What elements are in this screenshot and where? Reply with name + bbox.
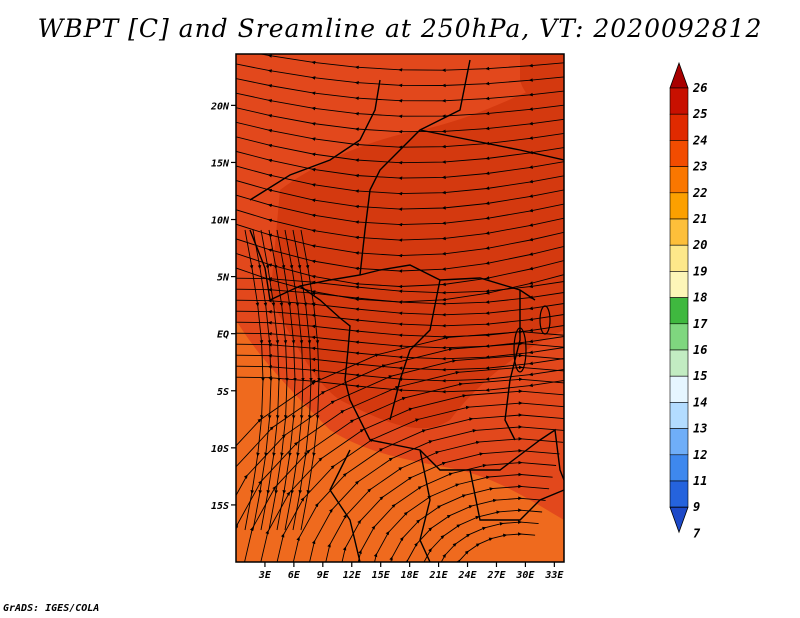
border-line xyxy=(504,290,521,441)
lat-label: 15S xyxy=(211,501,229,512)
colorbar-segment xyxy=(669,244,689,272)
colorbar-label: 14 xyxy=(693,395,707,409)
colorbar-segment xyxy=(669,480,689,508)
lat-label: EQ xyxy=(217,330,229,341)
lat-label: 15N xyxy=(211,158,230,169)
country-borders xyxy=(249,59,564,562)
colorbar-bottom-arrow xyxy=(669,506,689,534)
colorbar-label: 15 xyxy=(693,369,707,383)
colorbar-label: 18 xyxy=(693,291,707,305)
streamlines xyxy=(236,54,564,562)
colorbar-segment xyxy=(669,87,689,115)
lon-label: 9E xyxy=(317,570,330,581)
border-line xyxy=(419,129,564,161)
latitude-axis: 20N 15N 10N 5N EQ 5S 10S 15S xyxy=(210,101,236,512)
colorbar-top-arrow xyxy=(669,61,689,89)
lat-label: 20N xyxy=(210,101,230,112)
lon-label: 3E xyxy=(258,570,272,581)
colorbar-segment xyxy=(669,402,689,429)
colorbar: 26 25 24 23 22 21 20 19 18 17 16 15 14 13 12 11 9 7 xyxy=(669,61,708,540)
lake-outline xyxy=(513,327,527,373)
colorbar-label: 20 xyxy=(692,238,707,252)
colorbar-label: 13 xyxy=(693,422,707,436)
lon-label: 27E xyxy=(486,570,506,581)
lake-outline xyxy=(539,305,551,335)
lon-label: 6E xyxy=(288,570,301,581)
colorbar-label: 23 xyxy=(692,160,707,174)
border-line xyxy=(249,229,564,481)
colorbar-segment xyxy=(669,166,689,194)
border-line xyxy=(299,264,536,301)
border-line xyxy=(389,279,441,421)
grads-credit: GrADS: IGES/COLA xyxy=(3,603,100,614)
lat-label: 5S xyxy=(217,387,229,398)
longitude-axis: 3E 6E 9E 12E 15E 18E 21E 24E 27E 30E 33E xyxy=(258,562,564,581)
lon-label: 18E xyxy=(401,570,420,581)
colorbar-label: 24 xyxy=(692,133,707,147)
colorbar-segment xyxy=(669,454,689,482)
lat-label: 5N xyxy=(217,273,230,284)
colorbar-label: 25 xyxy=(692,107,707,121)
colorbar-segment xyxy=(669,271,689,298)
colorbar-segment xyxy=(669,192,689,220)
colorbar-segment xyxy=(669,297,689,325)
colorbar-label: 21 xyxy=(692,212,707,226)
colorbar-segment xyxy=(669,428,689,456)
border-line xyxy=(469,469,564,521)
colorbar-label: 17 xyxy=(693,317,708,331)
chart-title: WBPT [C] and Sreamline at 250hPa, VT: 20… xyxy=(37,14,763,43)
colorbar-segment xyxy=(669,349,689,377)
colorbar-label: 9 xyxy=(693,500,700,514)
lon-label: 30E xyxy=(515,570,535,581)
lat-label: 10N xyxy=(211,216,230,227)
colorbar-label: 7 xyxy=(693,526,701,540)
colorbar-label: 11 xyxy=(693,474,707,488)
lon-label: 33E xyxy=(544,570,564,581)
colorbar-segment xyxy=(669,140,689,167)
lon-label: 21E xyxy=(429,570,449,581)
colorbar-label: 16 xyxy=(693,343,707,357)
lon-label: 12E xyxy=(343,570,362,581)
border-line xyxy=(329,449,361,562)
colorbar-label: 19 xyxy=(693,264,707,278)
colorbar-label: 26 xyxy=(692,81,707,95)
colorbar-label: 22 xyxy=(692,186,707,200)
colorbar-segment xyxy=(669,113,689,141)
colorbar-label: 12 xyxy=(693,448,707,462)
colorbar-segment xyxy=(669,323,689,351)
lon-label: 15E xyxy=(372,570,391,581)
lon-label: 24E xyxy=(457,570,477,581)
lat-label: 10S xyxy=(211,444,229,455)
colorbar-segment xyxy=(669,375,689,403)
colorbar-segment xyxy=(669,218,689,246)
map-frame xyxy=(235,53,565,563)
streamline xyxy=(300,229,321,531)
border-line xyxy=(419,449,431,562)
wbpt-field xyxy=(236,54,564,562)
border-line xyxy=(359,59,471,276)
border-line xyxy=(249,79,381,201)
